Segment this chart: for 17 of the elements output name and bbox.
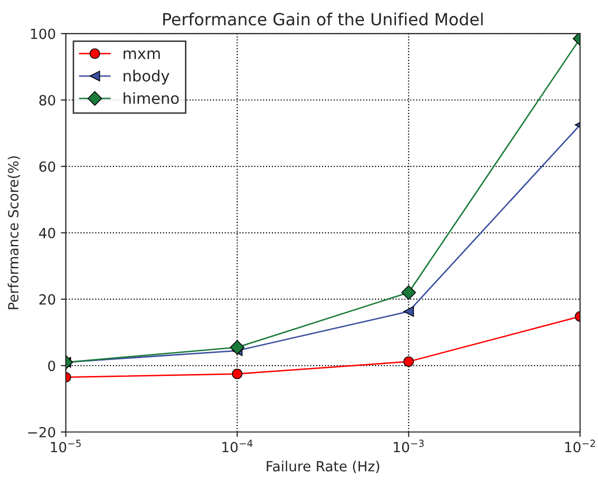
x-tick-label: 10$^{−4}$	[222, 440, 252, 452]
legend-label: nbody	[124, 70, 170, 85]
legend-label: mxm	[124, 50, 160, 59]
y-tick-label: −20	[28, 426, 56, 438]
legend-label: himeno	[124, 92, 179, 104]
x-axis-title: Failure Rate (Hz)	[266, 460, 380, 474]
chart-title: Performance Gain of the Unified Model	[163, 12, 483, 26]
y-tick-label: 80	[39, 94, 56, 106]
y-tick-label: 20	[39, 294, 56, 305]
y-axis-title: Performance Score(%)	[8, 156, 20, 310]
y-tick-label: 60	[39, 161, 56, 172]
y-tick-label: 100	[31, 28, 56, 40]
x-tick-label: 10$^{−2}$	[565, 440, 595, 452]
x-tick-label: 10$^{−5}$	[50, 440, 81, 452]
x-tick-label: 10$^{−3}$	[394, 440, 424, 452]
y-tick-label: 0	[48, 360, 56, 372]
y-tick-label: 40	[39, 228, 56, 238]
